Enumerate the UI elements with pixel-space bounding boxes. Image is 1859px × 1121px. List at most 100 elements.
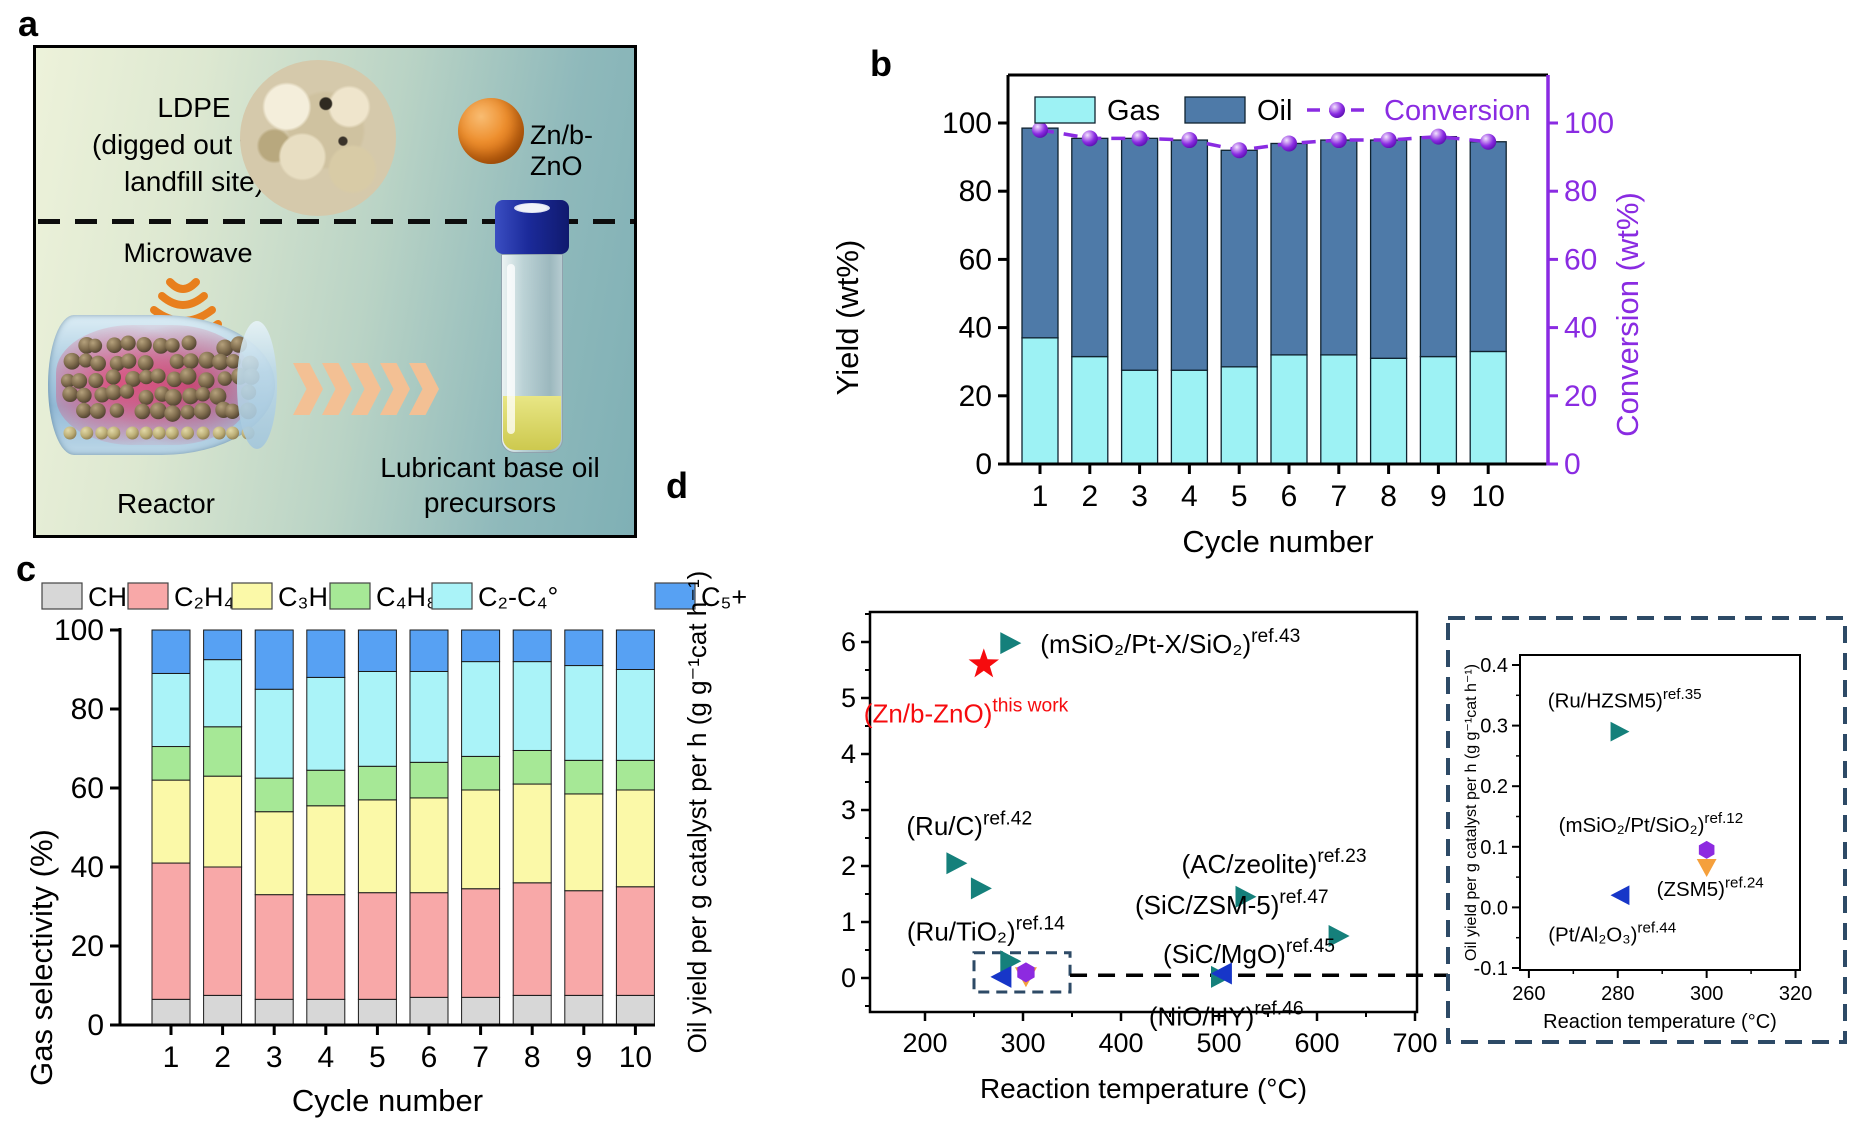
stack-segment [564,759,604,795]
svg-text:0.1: 0.1 [1480,837,1508,859]
stack-segment [254,777,294,813]
conversion-marker [1081,130,1098,147]
svg-text:0: 0 [975,448,992,481]
svg-text:6: 6 [1281,480,1298,513]
stack-segment [254,688,294,779]
svg-text:0.3: 0.3 [1480,716,1508,738]
stack-segment [615,669,655,761]
bar-oil [1120,137,1159,371]
svg-text:Oil: Oil [1257,95,1292,127]
stack-segment [409,629,449,672]
conversion-marker [1281,135,1297,152]
svg-text:(Zn/b-ZnO)this work: (Zn/b-ZnO)this work [864,695,1069,728]
svg-text:Reaction temperature (°C): Reaction temperature (°C) [1543,1011,1777,1033]
bar-gas [1419,355,1458,465]
conversion-marker [1430,128,1447,145]
microwave-label: Microwave [123,238,253,268]
bar-oil [1419,135,1458,358]
stack-segment [357,629,397,672]
svg-text:(ZSM5)ref.24: (ZSM5)ref.24 [1657,875,1764,902]
svg-text:Cycle number: Cycle number [1182,524,1373,559]
stack-segment [409,892,449,998]
svg-text:260: 260 [1512,983,1545,1005]
bar-gas [1170,369,1209,465]
svg-text:40: 40 [71,851,104,884]
panel-d-inset-plot: 260 280 300 320 -0.1 0.0 0.1 0.2 0.3 0.4 Reaction … [1446,616,1847,1044]
stack-segment [615,886,655,996]
svg-text:20: 20 [959,380,992,413]
svg-text:10: 10 [1472,480,1505,513]
stack-segment [564,994,604,1026]
svg-text:Cycle number: Cycle number [292,1083,483,1118]
svg-text:C₂H₄: C₂H₄ [174,582,235,612]
conversion-marker [1231,142,1248,159]
conversion-marker [1480,133,1497,150]
conversion-marker [1032,121,1048,138]
panel-d-main-plot: 200 300 400 500 600 700 0 1 2 3 4 5 6 Reaction temper… [682,571,1448,1104]
bar-gas [1270,354,1308,465]
stack-segment [615,759,655,791]
svg-text:0.0: 0.0 [1480,897,1508,919]
stack-segment [461,755,501,791]
bar-gas [1071,355,1109,465]
stack-segment [203,775,243,868]
stack-segment [203,659,243,728]
bar-gas [1469,350,1507,465]
process-arrow-chevrons [293,363,439,415]
stack-segment [409,761,449,799]
conversion-marker [1181,132,1198,149]
stack-segment [512,994,552,1026]
conversion-line [1039,128,1489,153]
svg-text:Oil yield per g catalyst per h: Oil yield per g catalyst per h (g g⁻¹cat… [682,571,712,1054]
svg-text:2: 2 [841,851,856,881]
svg-text:2: 2 [214,1041,231,1074]
bar-gas [1220,366,1258,465]
stack-segment [357,765,397,801]
stack-segment [564,665,604,761]
svg-text:9: 9 [575,1041,592,1074]
svg-text:20: 20 [71,930,104,963]
svg-text:10: 10 [619,1041,652,1074]
svg-text:Gas selectivity (%): Gas selectivity (%) [24,829,59,1086]
svg-text:4: 4 [1181,480,1198,513]
panel-c-label: c [16,548,37,589]
stack-segment [203,726,243,777]
svg-text:300: 300 [1000,1028,1045,1058]
stack-segment [254,811,294,896]
svg-text:2: 2 [1081,480,1098,513]
svg-text:0.4: 0.4 [1480,655,1508,677]
svg-text:5: 5 [369,1041,386,1074]
reactor-end-cap [237,321,277,449]
reactor-caption: Reactor [116,488,216,519]
panel-d-catalyst-comparison-chart: 200 300 400 500 600 700 0 1 2 3 4 5 6 Reaction temper… [682,571,1847,1104]
svg-text:20: 20 [1564,380,1597,413]
stack-segment [615,629,655,670]
ldpe-waste-photo [240,60,396,216]
svg-text:Conversion (wt%): Conversion (wt%) [1610,192,1645,437]
conversion-marker [1330,132,1347,149]
stack-segment [203,866,243,996]
svg-text:500: 500 [1196,1028,1241,1058]
stack-segment [357,892,397,1000]
stack-segment [564,793,604,892]
stack-segment [461,996,501,1026]
svg-text:80: 80 [1564,175,1597,208]
panel-c-gas-selectivity-chart: 0 20 40 60 80 100 1 2 3 4 5 6 7 8 9 10 Cycle number Gas s… [24,582,747,1118]
svg-text:4: 4 [317,1041,334,1074]
panel-c-legend: CH₄ C₂H₄ C₃H₆ C₄H₈ C₂-C₄° C₅+ [41,582,747,612]
svg-text:80: 80 [71,693,104,726]
svg-text:1: 1 [1032,480,1049,513]
bar-gas [1120,369,1159,465]
stack-segment [461,789,501,890]
svg-text:300: 300 [1690,983,1723,1005]
panel-b-legend: Gas Oil Conversion [1034,95,1531,127]
stack-segment [409,996,449,1026]
svg-text:7: 7 [1330,480,1347,513]
svg-text:60: 60 [959,243,992,276]
stack-segment [615,789,655,888]
stack-segment [306,676,346,771]
catalyst-sphere-icon [458,98,524,164]
panel-b-plot: 0 20 40 60 80 100 0 20 40 60 80 100 1 2 3 4 5 6 7 8 9 10 Cycle… [830,73,1645,559]
bar-gas [1320,354,1358,465]
svg-text:(SiC/MgO)ref.45: (SiC/MgO)ref.45 [1163,936,1335,969]
